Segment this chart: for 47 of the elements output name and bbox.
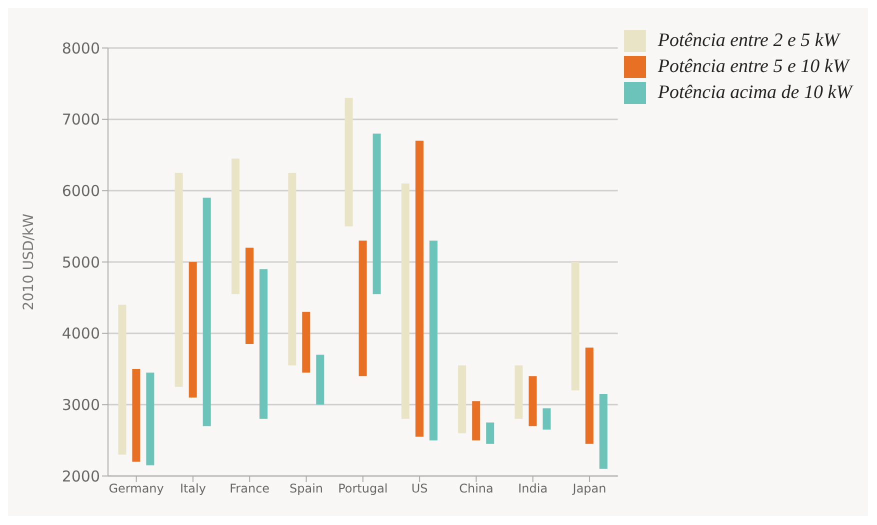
x-tick-label: China [459,482,494,496]
bar [415,140,424,437]
bar [528,376,537,426]
legend-label: Potência entre 5 e 10 kW [658,56,849,78]
y-tick-label: 8000 [62,39,100,58]
bar [188,262,197,398]
y-axis-title: 2010 USD/kW [20,214,37,310]
bar [146,372,154,466]
bar [202,198,211,426]
bar [245,248,254,344]
bar [302,312,310,373]
bar [231,158,240,294]
bar [118,304,126,455]
x-tick-label: India [518,482,548,496]
bar [344,98,353,226]
bar [401,184,410,419]
bar [358,240,367,376]
bar [372,134,381,294]
bar [259,269,268,419]
legend-label: Potência entre 2 e 5 kW [658,30,840,52]
bar [316,354,324,405]
bar [514,365,523,419]
x-tick-label: Spain [290,482,324,496]
bar [542,408,551,430]
bar [585,348,594,444]
bar [174,172,183,387]
bar [288,172,296,366]
bar [458,365,466,434]
x-tick-label: Portugal [338,482,388,496]
bar [472,401,480,440]
y-tick-label: 4000 [62,324,100,343]
x-tick-label: Italy [180,482,206,496]
legend-label: Potência acima de 10 kW [658,82,852,104]
bar [486,422,494,444]
x-tick-label: Germany [108,482,164,496]
y-tick-label: 5000 [62,253,100,272]
x-tick-label: Japan [572,482,606,496]
x-tick-label: France [230,482,270,496]
bar [132,369,140,462]
x-tick-label: US [411,482,428,496]
y-tick-label: 2000 [62,467,100,486]
bar [571,262,580,390]
bar [429,240,438,440]
y-tick-label: 3000 [62,396,100,414]
y-tick-label: 7000 [62,110,100,129]
bar [599,394,608,469]
y-tick-label: 6000 [62,182,100,200]
